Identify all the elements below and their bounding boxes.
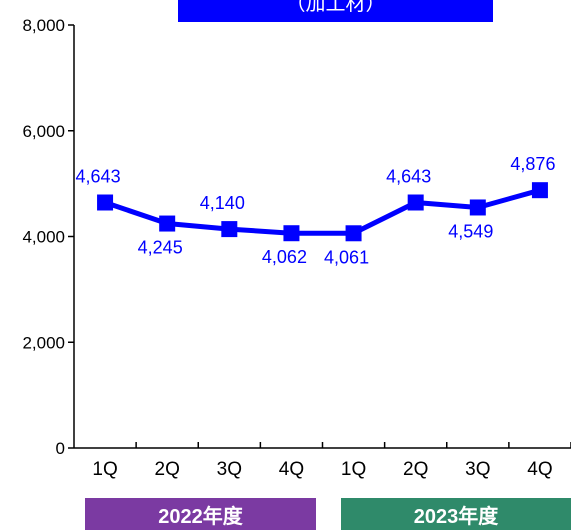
x-tick-label: 3Q xyxy=(217,459,242,480)
y-tick-label: 2,000 xyxy=(22,333,65,352)
data-label: 4,876 xyxy=(510,154,555,174)
y-tick-label: 8,000 xyxy=(22,16,65,35)
data-label: 4,643 xyxy=(386,167,431,187)
x-tick-label: 3Q xyxy=(465,459,490,480)
data-labels: 4,643 4,245 4,140 4,062 4,061 4,643 4,549 4,876 xyxy=(76,154,556,267)
data-point-marker xyxy=(159,215,176,232)
data-label: 4,245 xyxy=(138,238,183,258)
data-point-marker xyxy=(283,225,300,242)
x-tick-label: 4Q xyxy=(279,459,304,480)
data-label: 4,643 xyxy=(76,167,121,187)
series-line-path xyxy=(104,187,541,236)
data-label: 4,140 xyxy=(200,193,245,213)
data-label: 4,061 xyxy=(324,247,369,267)
chart-axes xyxy=(73,25,571,449)
x-tick-label: 1Q xyxy=(341,459,366,480)
x-tick-label: 4Q xyxy=(527,459,552,480)
x-tick-label: 2Q xyxy=(403,459,428,480)
x-tick-label: 2Q xyxy=(155,459,180,480)
y-axis-ticks: 0 2,000 4,000 6,000 8,000 xyxy=(22,16,74,458)
y-tick-label: 4,000 xyxy=(22,228,65,247)
series-line xyxy=(104,187,541,236)
data-point-marker xyxy=(97,194,114,211)
x-tick-label: 1Q xyxy=(92,459,117,480)
year-band-2023: 2023年度 xyxy=(341,498,571,530)
data-label: 4,062 xyxy=(262,247,307,267)
data-points xyxy=(97,182,548,242)
data-label: 4,549 xyxy=(448,221,493,241)
chart-title-text: （加工材） xyxy=(285,0,386,15)
data-point-marker xyxy=(469,199,486,216)
y-tick-label: 0 xyxy=(56,439,65,458)
chart-title: （加工材） xyxy=(178,0,493,22)
data-point-marker xyxy=(345,225,362,242)
y-tick-label: 6,000 xyxy=(22,122,65,141)
x-axis-ticks: 1Q 2Q 3Q 4Q 1Q 2Q 3Q 4Q xyxy=(92,442,571,480)
year-band-2022: 2022年度 xyxy=(85,498,316,530)
data-point-marker xyxy=(531,182,548,199)
data-point-marker xyxy=(407,194,424,211)
data-point-marker xyxy=(221,221,238,238)
